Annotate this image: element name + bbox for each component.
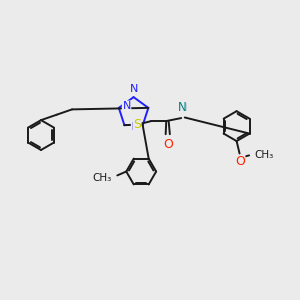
- Text: H: H: [180, 103, 188, 113]
- Text: N: N: [122, 101, 131, 111]
- Text: N: N: [177, 101, 186, 114]
- Text: CH₃: CH₃: [93, 173, 112, 183]
- Text: S: S: [133, 118, 141, 131]
- Text: O: O: [163, 138, 173, 151]
- Text: O: O: [235, 155, 245, 168]
- Text: N: N: [131, 122, 140, 132]
- Text: N: N: [129, 84, 138, 94]
- Text: CH₃: CH₃: [254, 150, 273, 161]
